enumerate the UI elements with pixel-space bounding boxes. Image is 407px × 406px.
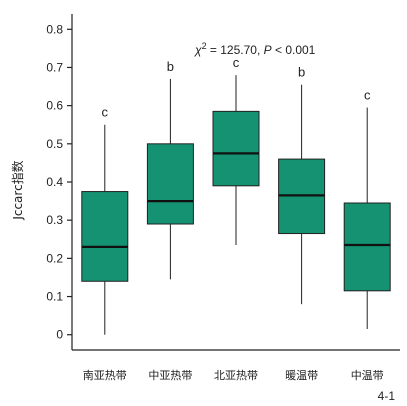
box-iqr xyxy=(81,191,129,282)
box-group: b xyxy=(146,59,194,280)
y-tick-label: 0.7 xyxy=(46,60,63,74)
x-axis-labels: 南亚热带 中亚热带 北亚热带 暖温带 中温带 xyxy=(83,369,384,382)
figure-number: 4-1 xyxy=(378,389,396,403)
y-tick-label: 0.2 xyxy=(46,251,63,265)
y-tick-label: 0.3 xyxy=(46,213,63,227)
y-tick-label: 0.6 xyxy=(46,99,63,113)
y-tick-label: 0.8 xyxy=(46,22,63,36)
box-group: c xyxy=(343,88,391,329)
category-label: 南亚热带 xyxy=(83,369,127,382)
y-tick-label: 0.4 xyxy=(46,175,63,189)
y-axis-ticks: 0 0.1 0.2 0.3 0.4 0.5 0.6 0.7 0.8 xyxy=(46,22,72,342)
category-label: 暖温带 xyxy=(285,369,318,382)
box-group: c xyxy=(212,55,260,245)
box-iqr xyxy=(343,202,391,292)
significance-letter: c xyxy=(102,105,109,120)
y-axis-label: Jccarc指数 xyxy=(10,160,25,220)
significance-letter: b xyxy=(167,59,174,74)
box-iqr xyxy=(146,143,194,225)
category-label: 中亚热带 xyxy=(148,369,192,382)
y-tick-label: 0.5 xyxy=(46,137,63,151)
y-tick-label: 0.1 xyxy=(46,290,63,304)
category-label: 北亚热带 xyxy=(214,369,258,382)
y-tick-label: 0 xyxy=(56,328,63,342)
chi-square-annotation: χ2 = 125.70, P < 0.001 xyxy=(194,41,316,57)
significance-letter: b xyxy=(298,65,305,80)
boxes: c b c b c xyxy=(81,55,391,335)
significance-letter: c xyxy=(364,88,371,103)
category-label: 中温带 xyxy=(351,369,384,382)
box-iqr xyxy=(212,110,260,187)
significance-letter: c xyxy=(233,55,240,70)
box-group: c xyxy=(81,105,129,335)
box-group: b xyxy=(278,65,326,305)
